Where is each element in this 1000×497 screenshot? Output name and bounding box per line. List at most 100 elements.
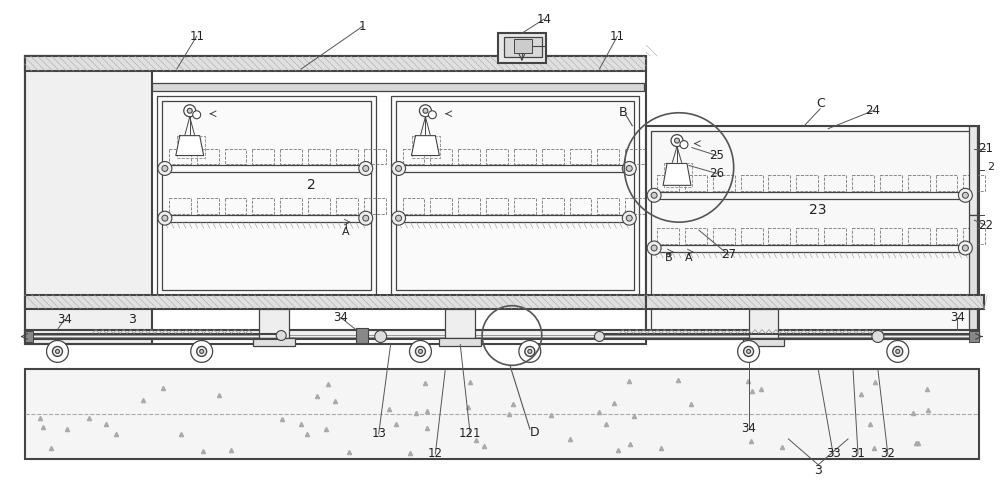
Text: A: A <box>685 253 693 263</box>
Bar <box>963 175 985 191</box>
Bar <box>651 131 974 330</box>
Circle shape <box>200 349 204 353</box>
Circle shape <box>622 162 636 175</box>
Circle shape <box>958 188 972 202</box>
Circle shape <box>187 108 192 113</box>
Circle shape <box>184 105 196 117</box>
Bar <box>458 198 480 214</box>
Bar <box>542 149 564 165</box>
Bar <box>25 56 646 344</box>
Bar <box>743 338 784 346</box>
Bar <box>169 149 191 165</box>
Bar <box>253 338 295 346</box>
Bar <box>570 149 591 165</box>
Bar <box>664 164 692 187</box>
Bar <box>336 149 358 165</box>
Bar <box>308 149 330 165</box>
Bar <box>403 149 424 165</box>
Circle shape <box>396 166 402 171</box>
Text: D: D <box>530 426 540 439</box>
Bar <box>169 198 191 214</box>
Bar <box>430 198 452 214</box>
Bar <box>259 309 289 338</box>
Bar <box>25 331 33 342</box>
Circle shape <box>359 211 373 225</box>
Bar <box>396 101 634 290</box>
Circle shape <box>622 211 636 225</box>
Bar <box>162 101 371 290</box>
Circle shape <box>962 245 968 251</box>
Bar <box>514 198 536 214</box>
Circle shape <box>392 211 406 225</box>
Bar <box>880 175 902 191</box>
Bar <box>908 228 930 244</box>
Bar <box>280 149 302 165</box>
Bar <box>25 330 979 339</box>
Polygon shape <box>411 136 439 156</box>
Circle shape <box>423 108 428 113</box>
Bar <box>741 175 763 191</box>
Bar <box>969 331 979 342</box>
Text: 12: 12 <box>428 447 443 460</box>
Bar <box>713 228 735 244</box>
Circle shape <box>158 211 172 225</box>
Circle shape <box>193 111 201 119</box>
Text: 34: 34 <box>333 311 348 324</box>
Circle shape <box>276 331 286 340</box>
Bar <box>657 175 679 191</box>
Bar <box>908 175 930 191</box>
Circle shape <box>747 349 751 353</box>
Bar <box>252 149 274 165</box>
Text: 34: 34 <box>57 313 72 326</box>
Circle shape <box>651 245 657 251</box>
Text: C: C <box>816 97 825 110</box>
Text: 31: 31 <box>851 447 865 460</box>
Bar <box>969 215 977 334</box>
Text: 14: 14 <box>536 13 551 26</box>
Bar <box>498 33 546 63</box>
Bar <box>439 338 481 346</box>
Circle shape <box>415 346 425 356</box>
Bar <box>197 198 219 214</box>
Bar <box>514 149 536 165</box>
Circle shape <box>392 162 406 175</box>
Text: 11: 11 <box>189 30 204 43</box>
Circle shape <box>647 241 661 255</box>
Bar <box>25 369 979 459</box>
Text: 3: 3 <box>128 313 136 326</box>
Text: 22: 22 <box>978 219 993 232</box>
Circle shape <box>671 135 683 147</box>
Circle shape <box>738 340 760 362</box>
Circle shape <box>375 331 387 342</box>
Circle shape <box>418 349 422 353</box>
Text: 32: 32 <box>880 447 895 460</box>
Circle shape <box>53 346 62 356</box>
Bar <box>768 228 790 244</box>
Bar <box>177 136 205 158</box>
Bar <box>391 96 639 295</box>
Text: 34: 34 <box>950 311 965 324</box>
Text: 23: 23 <box>809 203 827 217</box>
Bar <box>852 228 874 244</box>
Circle shape <box>626 215 632 221</box>
Bar <box>625 198 647 214</box>
Circle shape <box>55 349 59 353</box>
Circle shape <box>158 162 172 175</box>
Circle shape <box>410 340 431 362</box>
Circle shape <box>744 346 754 356</box>
Bar <box>685 175 707 191</box>
Bar <box>25 56 152 344</box>
Bar <box>646 295 984 309</box>
Circle shape <box>647 188 661 202</box>
Circle shape <box>872 331 884 342</box>
Circle shape <box>896 349 900 353</box>
Bar <box>852 175 874 191</box>
Bar <box>486 198 508 214</box>
Bar <box>364 149 386 165</box>
Bar <box>741 228 763 244</box>
Bar <box>403 198 424 214</box>
Bar <box>486 149 508 165</box>
Bar <box>252 198 274 214</box>
Text: 121: 121 <box>459 427 481 440</box>
Circle shape <box>363 166 369 171</box>
